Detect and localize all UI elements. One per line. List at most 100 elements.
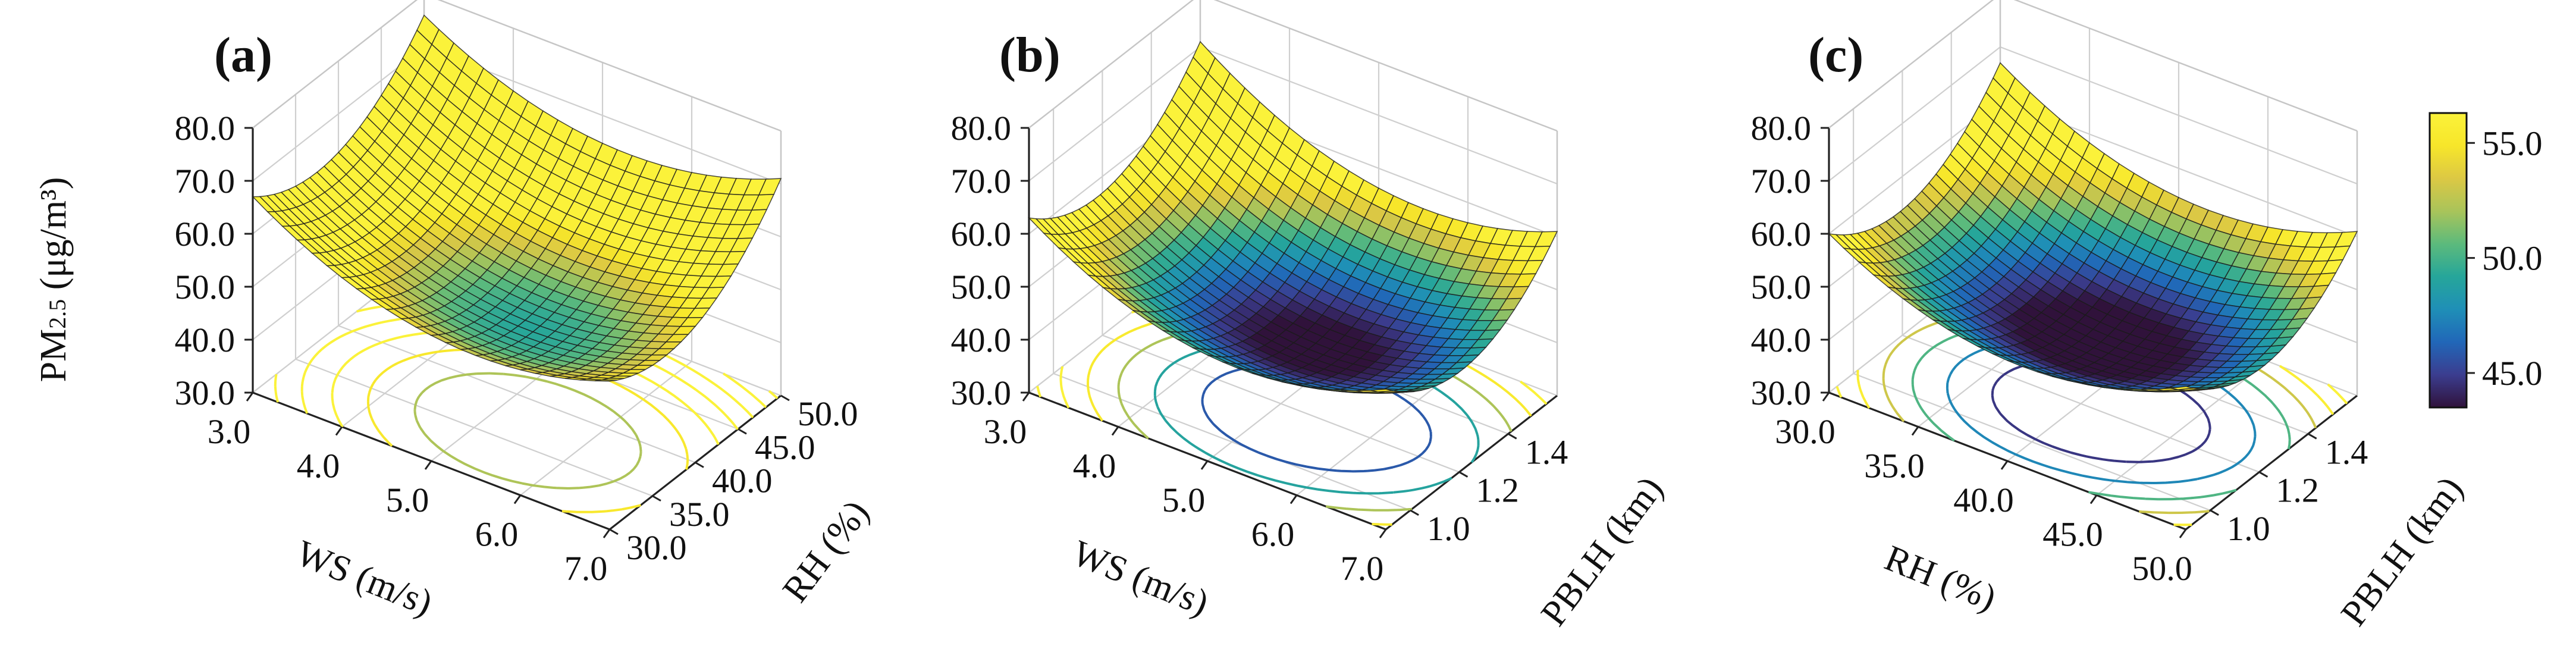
panel-label: (a) (214, 27, 272, 83)
x-tick-label: 6.0 (1251, 515, 1295, 554)
axis-line-1 (2185, 394, 2358, 531)
y-ticks: 30.035.040.045.050.0 (609, 394, 858, 567)
surface (1027, 40, 1558, 394)
z-tick-label: 40.0 (951, 321, 1012, 359)
y-tick-mark (1507, 432, 1517, 440)
y-tick-label: 1.4 (1525, 432, 1568, 471)
x-tick-label: 3.0 (984, 412, 1027, 451)
y-tick-label: 35.0 (669, 495, 730, 534)
x-tick-mark (513, 494, 522, 504)
z-tick-label: 40.0 (175, 321, 236, 359)
pane-edge (1828, 0, 1994, 128)
surface-cell (594, 379, 617, 382)
z-axis-title-sub: 2.5 (44, 299, 71, 329)
y-tick-mark (2258, 471, 2268, 478)
y-tick-mark (738, 428, 747, 435)
x-tick-mark (1022, 392, 1030, 402)
x-tick-label: 30.0 (1775, 412, 1835, 451)
z-tick-label: 60.0 (1751, 215, 1812, 253)
x-tick-label: 5.0 (386, 481, 429, 519)
z-tick-label: 60.0 (951, 215, 1012, 253)
panel-3: 30.0 40.0 50.0 60.0 70.0 80.0 30.0 35.0 40.0 45.0… (1751, 0, 2471, 634)
colorbar: 45.0 50.0 55.0 (2428, 112, 2543, 409)
x-axis-title: RH (%) (1880, 538, 2002, 619)
x-tick-mark (424, 460, 432, 470)
z-ticks: 30.0 40.0 50.0 60.0 70.0 80.0 (175, 109, 253, 412)
z-axis-title-main: PM (33, 329, 74, 382)
y-tick-label: 1.4 (2325, 432, 2368, 471)
y-tick-label: 40.0 (712, 462, 773, 500)
y-axis-title: PBLH (km) (1533, 469, 1671, 634)
x-tick-mark (1911, 426, 1919, 436)
x-tick-mark (2089, 494, 2098, 504)
x-tick-mark (246, 392, 254, 402)
z-tick-label: 40.0 (1751, 321, 1812, 359)
y-tick-label: 1.2 (2276, 471, 2319, 510)
colorbar-tick-label: 45.0 (2482, 354, 2543, 393)
x-ticks: 3.0 4.0 5.0 6.0 7.0 (984, 392, 1387, 588)
z-tick-label: 80.0 (175, 109, 236, 148)
y-tick-label: 50.0 (798, 394, 858, 433)
x-tick-label: 4.0 (297, 447, 340, 485)
z-tick-label: 70.0 (1751, 162, 1812, 200)
z-tick-label: 70.0 (175, 162, 236, 200)
y-tick-label: 1.0 (2227, 509, 2270, 548)
x-tick-mark (1289, 494, 1298, 504)
z-tick-label: 50.0 (951, 268, 1012, 306)
z-axis-title: PM2.5 (μg/m³) (33, 177, 74, 382)
x-tick-label: 5.0 (1162, 481, 1206, 519)
y-tick-mark (1458, 471, 1469, 478)
colorbar-gradient (2428, 112, 2468, 409)
pane-edge (2013, 0, 2358, 132)
panel-label: (b) (999, 27, 1060, 83)
z-tick-label: 80.0 (1751, 109, 1812, 148)
y-tick-mark (652, 495, 661, 502)
x-tick-label: 50.0 (2132, 549, 2192, 588)
y-tick-label: 1.2 (1476, 471, 1519, 510)
y-tick-mark (2210, 509, 2219, 516)
x-tick-label: 7.0 (564, 549, 608, 588)
pane-edge (252, 0, 418, 128)
z-tick-label: 60.0 (175, 215, 236, 253)
y-tick-mark (695, 462, 704, 468)
z-tick-label: 50.0 (175, 268, 236, 306)
z-ticks: 30.0 40.0 50.0 60.0 70.0 80.0 (1751, 109, 1829, 412)
x-tick-label: 6.0 (475, 515, 519, 554)
surface-cell (1370, 388, 1394, 393)
z-tick-label: 50.0 (1751, 268, 1812, 306)
x-axis-title: WS (m/s) (1067, 533, 1214, 624)
x-tick-mark (603, 529, 611, 538)
x-tick-label: 40.0 (1953, 481, 2014, 519)
x-tick-label: 35.0 (1864, 447, 1925, 485)
y-tick-label: 30.0 (626, 528, 687, 567)
y-tick-label: 45.0 (755, 428, 815, 466)
x-tick-mark (1200, 460, 1209, 470)
x-ticks: 30.0 35.0 40.0 45.0 50.0 (1775, 392, 2192, 588)
y-tick-mark (780, 394, 790, 402)
z-tick-label: 30.0 (1751, 374, 1812, 412)
x-tick-mark (1111, 426, 1119, 436)
y-ticks: 1.01.21.4 (1410, 432, 1568, 548)
y-axis-title: RH (%) (775, 493, 877, 610)
panel-2: 30.0 40.0 50.0 60.0 70.0 80.0 3.0 4.0 5.0 6.0 7.0 1… (951, 0, 1671, 634)
contour-line (413, 372, 642, 490)
y-tick-mark (1410, 509, 1419, 516)
surface (252, 14, 782, 382)
z-tick-label: 30.0 (175, 374, 236, 412)
z-tick-label: 30.0 (951, 374, 1012, 412)
pane-edge (1028, 0, 1194, 128)
x-axis-title: WS (m/s) (291, 533, 438, 624)
panel-label: (c) (1808, 27, 1863, 83)
z-tick-label: 70.0 (951, 162, 1012, 200)
y-tick-label: 1.0 (1427, 509, 1470, 548)
x-tick-label: 4.0 (1073, 447, 1116, 485)
colorbar-tick-label: 50.0 (2482, 239, 2543, 278)
x-tick-label: 3.0 (208, 412, 251, 451)
surface-cell (2170, 385, 2194, 390)
pane-edge (437, 0, 782, 132)
x-tick-mark (2179, 529, 2187, 538)
z-axis-title-unit: (μg/m³) (33, 177, 74, 299)
y-axis-title: PBLH (km) (2333, 469, 2471, 634)
surface (1827, 62, 2358, 393)
